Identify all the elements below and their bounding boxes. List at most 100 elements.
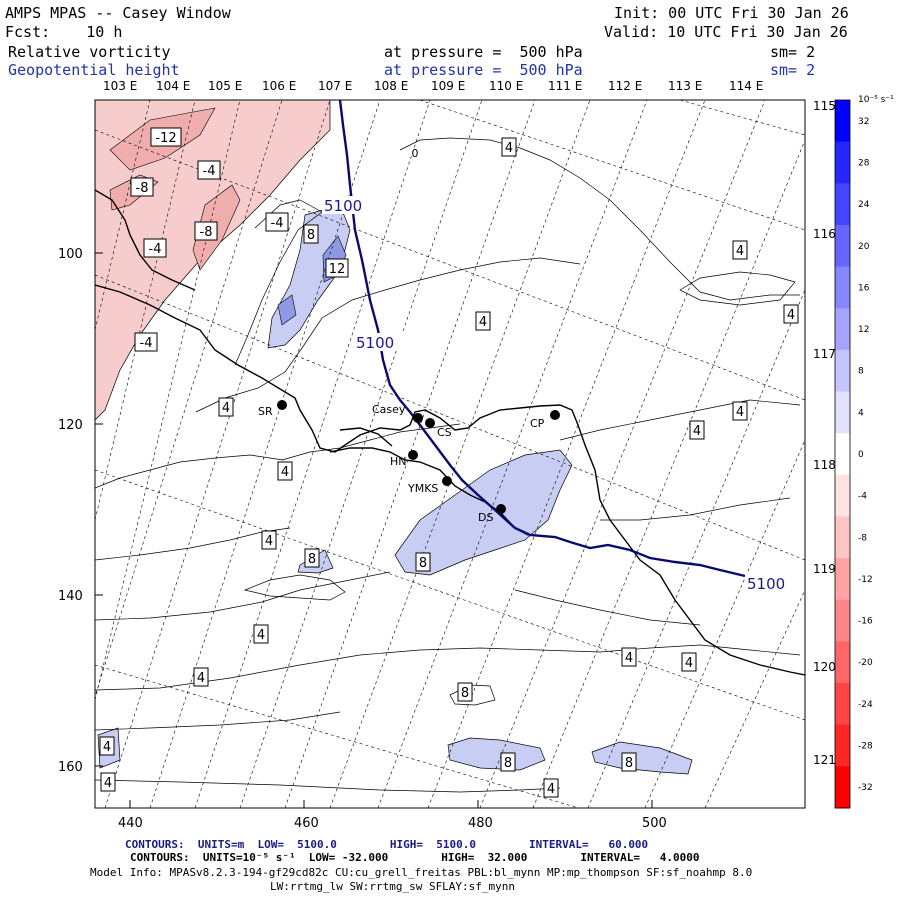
- station-label: YMKS: [407, 482, 438, 495]
- vorticity-contour-label: 4: [736, 405, 744, 420]
- y-tick-label: 160: [58, 760, 83, 775]
- station-marker: [496, 504, 506, 514]
- vorticity-label-box: [193, 667, 209, 687]
- vorticity-contour-label: 4: [104, 776, 112, 791]
- vorticity-label-box: [143, 238, 167, 258]
- station-label: Casey: [372, 403, 406, 416]
- lon-label: 104 E: [156, 79, 190, 93]
- vorticity-contour-label: 8: [504, 756, 512, 771]
- colorbar-tick-label: 20: [858, 242, 870, 252]
- field2-name: Geopotential height: [8, 61, 180, 79]
- vorticity-label-box: [783, 304, 799, 324]
- vorticity-contour-label: 8: [419, 556, 427, 571]
- vorticity-contour-label: 4: [547, 782, 555, 797]
- vorticity-contours: [95, 137, 801, 793]
- colorbar-tick-label: -16: [858, 617, 873, 627]
- vorticity-contour-label: -4: [203, 164, 216, 179]
- lon-label: 112 E: [608, 79, 642, 93]
- vorticity-contour-label: 0: [412, 147, 419, 160]
- colorbar-tick-label: 16: [858, 283, 870, 293]
- vorticity-label-box: [689, 420, 705, 440]
- vorticity-label-box: [100, 772, 116, 792]
- lon-label: 111 E: [548, 79, 582, 93]
- lon-label: 114 E: [729, 79, 763, 93]
- colorbar-tick-label: -28: [858, 742, 873, 752]
- vorticity-label-box: [501, 137, 517, 157]
- station-label: CP: [530, 417, 545, 430]
- lon-label: 110 E: [489, 79, 523, 93]
- vorticity-label-box: [621, 647, 637, 667]
- colorbar-swatch: [835, 558, 850, 601]
- vorticity-label-box: [150, 127, 182, 147]
- physics-info: LW:rrtmg_lw SW:rrtmg_sw SFLAY:sf_mynn: [270, 880, 516, 893]
- height-contour-label: 5100: [747, 575, 785, 593]
- plot-frame: [94, 99, 806, 809]
- vorticity-label-box: [475, 311, 491, 331]
- vorticity-label-box: [194, 221, 218, 241]
- station-label: DS: [478, 511, 493, 524]
- colorbar-swatch: [835, 433, 850, 476]
- vorticity-contour-info: CONTOURS: UNITS=10⁻⁵ s⁻¹ LOW= -32.000 HI…: [130, 851, 700, 864]
- vorticity-contour-label: 4: [281, 465, 289, 480]
- colorbar-swatch: [835, 599, 850, 642]
- x-tick-label: 460: [294, 816, 319, 831]
- colorbar-swatch: [835, 349, 850, 393]
- colorbar-tick-label: -20: [858, 658, 873, 668]
- colorbar-tick-label: 12: [858, 325, 869, 335]
- colorbar-tick-label: -12: [858, 575, 873, 585]
- station-marker: [413, 413, 423, 423]
- field1-name: Relative vorticity: [8, 43, 171, 61]
- station-marker: [442, 476, 452, 486]
- x-tick-label: 480: [468, 816, 493, 831]
- vorticity-label-box: [681, 652, 697, 672]
- model-title: AMPS MPAS -- Casey Window: [5, 4, 231, 22]
- vorticity-label-box: [543, 778, 559, 798]
- colorbar-swatch: [835, 474, 850, 517]
- vorticity-contour-label: -4: [140, 336, 153, 351]
- colorbar-swatch: [835, 141, 850, 184]
- lon-label: 103 E: [103, 79, 137, 93]
- field1-smoothing: sm= 2: [770, 43, 816, 61]
- vorticity-contour-label: 4: [197, 671, 205, 686]
- colorbar-frame: [834, 99, 851, 809]
- vorticity-label-box: [253, 624, 269, 644]
- vorticity-label-box: [197, 160, 221, 180]
- vorticity-contour-label: 4: [479, 315, 487, 330]
- vorticity-contour-label: 4: [787, 308, 795, 323]
- vorticity-label-box: [277, 461, 293, 481]
- x-tick-label: 440: [118, 816, 143, 831]
- height-contour-label: 5100: [356, 334, 394, 352]
- vorticity-label-box: [218, 397, 234, 417]
- y-tick-label: 100: [58, 247, 83, 262]
- vorticity-contour-label: -12: [155, 131, 176, 146]
- y-tick-label: 120: [58, 418, 83, 433]
- height-contour-info: CONTOURS: UNITS=m LOW= 5100.0 HIGH= 5100…: [125, 838, 649, 851]
- vorticity-contour-label: 8: [625, 756, 633, 771]
- vorticity-label-box: [500, 752, 516, 772]
- station-marker: [408, 450, 418, 460]
- model-info: Model Info: MPASv8.2.3-194-gf29cd82c CU:…: [90, 866, 753, 879]
- field1-level: at pressure = 500 hPa: [384, 43, 583, 61]
- vorticity-contour-label: 4: [222, 401, 230, 416]
- vorticity-contour-label: 12: [329, 262, 346, 277]
- vorticity-label-box: [732, 401, 748, 421]
- lon-label: 109 E: [431, 79, 465, 93]
- station-marker: [425, 418, 435, 428]
- vorticity-label-box: [732, 240, 748, 260]
- station-label: CS: [437, 426, 452, 439]
- x-tick-label: 500: [642, 816, 667, 831]
- vorticity-label-box: [304, 548, 320, 568]
- station-marker: [277, 400, 287, 410]
- colorbar-swatch: [835, 683, 850, 726]
- field2-smoothing: sm= 2: [770, 61, 816, 79]
- colorbar-swatch: [835, 516, 850, 559]
- colorbar-tick-label: -4: [858, 492, 867, 502]
- vorticity-label-box: [621, 752, 637, 772]
- vorticity-label-box: [134, 332, 158, 352]
- vorticity-contour-label: 4: [685, 656, 693, 671]
- colorbar-swatch: [835, 100, 850, 143]
- vorticity-contour-label: 8: [307, 228, 315, 243]
- colorbar-tick-label: 8: [858, 367, 864, 377]
- y-tick-label: 140: [58, 589, 83, 604]
- vorticity-label-box: [325, 258, 349, 278]
